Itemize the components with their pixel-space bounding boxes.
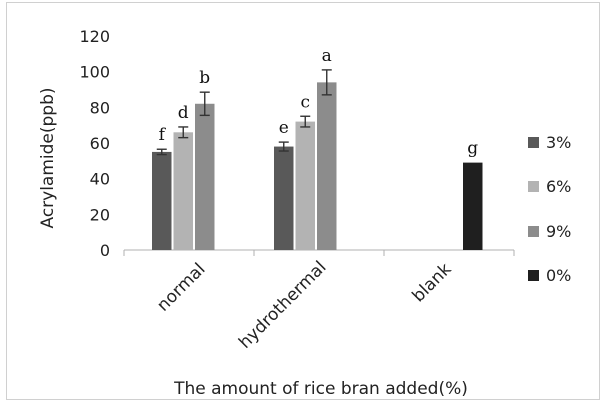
significance-label-hydrothermal-3%: e — [279, 118, 289, 138]
category-label-blank: blank — [408, 259, 455, 306]
category-label-hydrothermal: hydrothermal — [235, 257, 330, 352]
legend-swatch-9% — [528, 226, 539, 237]
x-axis — [123, 249, 515, 256]
bar-hydrothermal-3% — [274, 146, 294, 250]
y-tick-label-120: 120 — [79, 27, 110, 46]
legend-swatch-6% — [528, 181, 539, 192]
significance-label-normal-3%: f — [159, 125, 167, 145]
y-tick-label-100: 100 — [79, 63, 110, 82]
y-axis-title: Acrylamide(ppb) — [38, 87, 58, 228]
y-tick-label-40: 40 — [90, 170, 110, 189]
y-tick-label-20: 20 — [90, 205, 110, 224]
legend: 3% 6% 9% 0% — [528, 133, 571, 285]
legend-label-6%: 6% — [546, 177, 571, 196]
category-label-normal: normal — [153, 259, 209, 315]
significance-label-hydrothermal-9%: a — [322, 46, 332, 66]
legend-label-9%: 9% — [546, 222, 571, 241]
y-axis-ticks: 0 20 40 60 80 100 120 — [79, 27, 110, 260]
legend-label-0%: 0% — [546, 266, 571, 285]
significance-label-blank-0%: g — [467, 139, 478, 159]
legend-label-3%: 3% — [546, 133, 571, 152]
bars: fdb ec a g — [152, 46, 483, 251]
y-tick-label-60: 60 — [90, 134, 110, 153]
legend-swatch-3% — [528, 137, 539, 148]
x-axis-title: The amount of rice bran added(%) — [173, 379, 468, 399]
bar-hydrothermal-6% — [295, 121, 315, 250]
bar-normal-6% — [173, 132, 193, 250]
bar-normal-3% — [152, 151, 172, 250]
significance-label-hydrothermal-6%: c — [300, 92, 310, 112]
y-tick-label-0: 0 — [100, 241, 110, 260]
bar-blank-0% — [463, 162, 483, 250]
bar-hydrothermal-9% — [317, 82, 337, 250]
y-tick-label-80: 80 — [90, 98, 110, 117]
legend-swatch-0% — [528, 270, 539, 281]
significance-label-normal-9%: b — [199, 68, 210, 88]
category-labels: normal hydrothermal blank — [153, 257, 455, 352]
significance-label-normal-6%: d — [178, 103, 189, 123]
bar-normal-9% — [195, 103, 215, 251]
